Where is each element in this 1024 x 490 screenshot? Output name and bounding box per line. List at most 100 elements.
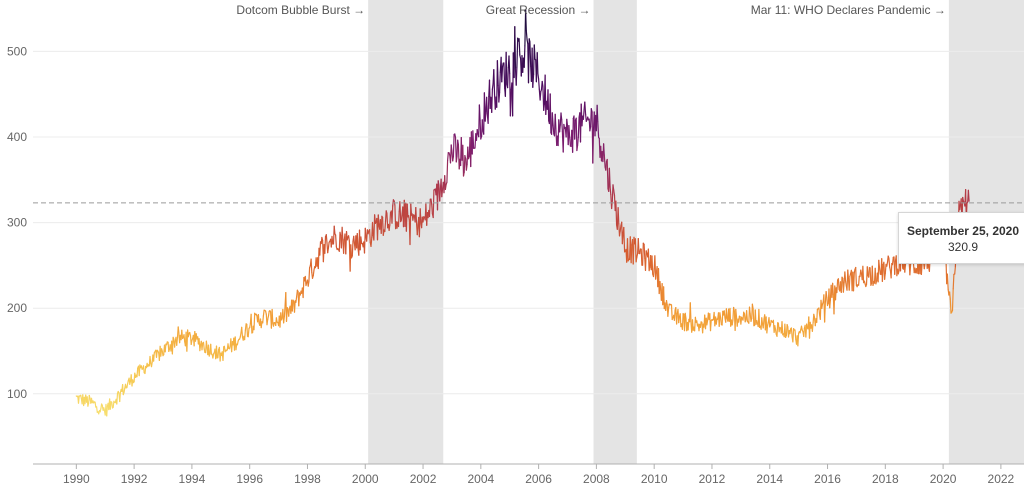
line-segment <box>560 112 563 121</box>
line-segment <box>894 260 897 275</box>
x-tick-label: 1998 <box>294 472 321 486</box>
line-segment <box>617 207 620 225</box>
line-segment <box>596 104 599 123</box>
line-segment <box>800 325 803 331</box>
line-segment <box>462 171 465 177</box>
line-segment <box>612 184 615 191</box>
line-segment <box>150 361 153 368</box>
line-segment <box>952 273 955 290</box>
line-segment <box>584 113 587 122</box>
line-segment <box>603 154 606 168</box>
line-segment <box>391 205 394 224</box>
line-segment <box>298 292 301 307</box>
line-segment <box>836 279 839 294</box>
line-segment <box>271 308 274 324</box>
line-segment <box>202 341 205 350</box>
line-segment <box>509 89 512 117</box>
line-segment <box>959 204 962 211</box>
line-segment <box>623 226 626 253</box>
line-segment <box>805 323 808 329</box>
line-segment <box>962 196 965 203</box>
line-segment <box>296 289 298 298</box>
line-segment <box>386 212 389 229</box>
line-segment <box>667 307 670 317</box>
line-segment <box>149 355 152 364</box>
line-segment <box>312 269 315 277</box>
line-segment <box>523 45 526 68</box>
line-segment <box>738 315 741 323</box>
line-segment <box>333 225 336 235</box>
line-segment <box>419 208 422 223</box>
line-segment <box>505 51 508 85</box>
line-segment <box>111 401 114 409</box>
line-segment <box>558 124 561 133</box>
line-segment <box>699 321 702 328</box>
line-segment <box>735 308 738 318</box>
line-segment <box>577 116 580 138</box>
line-segment <box>310 258 313 274</box>
line-segment <box>568 124 571 139</box>
line-segment <box>217 349 220 359</box>
line-segment <box>199 344 202 352</box>
line-segment <box>537 78 540 90</box>
line-segment <box>967 189 970 202</box>
line-segment <box>715 318 718 325</box>
line-segment <box>493 69 496 97</box>
line-segment <box>831 282 834 296</box>
line-segment <box>491 82 494 90</box>
x-tick-label: 2022 <box>988 472 1015 486</box>
line-segment <box>774 325 777 330</box>
line-segment <box>291 299 294 312</box>
line-segment <box>589 126 592 132</box>
line-segment <box>552 124 555 135</box>
line-segment <box>647 248 650 272</box>
line-segment <box>106 405 109 417</box>
line-segment <box>778 326 781 333</box>
line-segment <box>338 231 341 252</box>
line-segment <box>487 95 490 124</box>
line-segment <box>652 268 655 278</box>
x-tick-label: 2018 <box>872 472 899 486</box>
x-tick-label: 2012 <box>699 472 726 486</box>
line-segment <box>533 44 536 60</box>
line-segment <box>518 38 521 56</box>
gridlines <box>33 50 1024 395</box>
line-segment <box>948 291 951 300</box>
line-segment <box>123 388 126 394</box>
line-segment <box>207 344 210 357</box>
annotation-1: Dotcom Bubble Burst → <box>236 3 365 17</box>
line-segment <box>370 237 373 247</box>
line-segment <box>463 155 466 173</box>
line-segment <box>641 242 644 266</box>
x-tick-label: 2020 <box>930 472 957 486</box>
line-segment <box>481 119 484 132</box>
line-segment <box>536 52 539 75</box>
line-segment <box>681 313 684 330</box>
line-segment <box>400 213 403 221</box>
line-segment <box>848 275 851 291</box>
line-segment <box>428 198 431 218</box>
line-segment <box>584 101 587 116</box>
line-segment <box>293 300 296 313</box>
line-segment <box>874 267 877 285</box>
line-segment <box>829 299 832 309</box>
line-segment <box>498 91 501 103</box>
line-segment <box>190 340 193 345</box>
line-segment <box>774 328 777 335</box>
line-segment <box>618 230 621 237</box>
annotations: Dotcom Bubble Burst → Great Recession → Ma… <box>236 3 945 17</box>
line-segment <box>155 349 158 358</box>
line-segment <box>543 103 546 111</box>
line-segment <box>689 302 692 324</box>
line-segment <box>857 275 860 286</box>
y-tick-label: 500 <box>7 44 27 58</box>
line-segment <box>852 272 855 292</box>
line-segment <box>551 112 554 126</box>
y-tick-label: 200 <box>7 301 27 315</box>
line-segment <box>335 234 337 248</box>
line-segment <box>457 139 459 146</box>
line-segment <box>954 266 957 275</box>
line-segment <box>751 303 754 310</box>
line-segment <box>675 313 678 325</box>
line-segment <box>847 269 850 281</box>
